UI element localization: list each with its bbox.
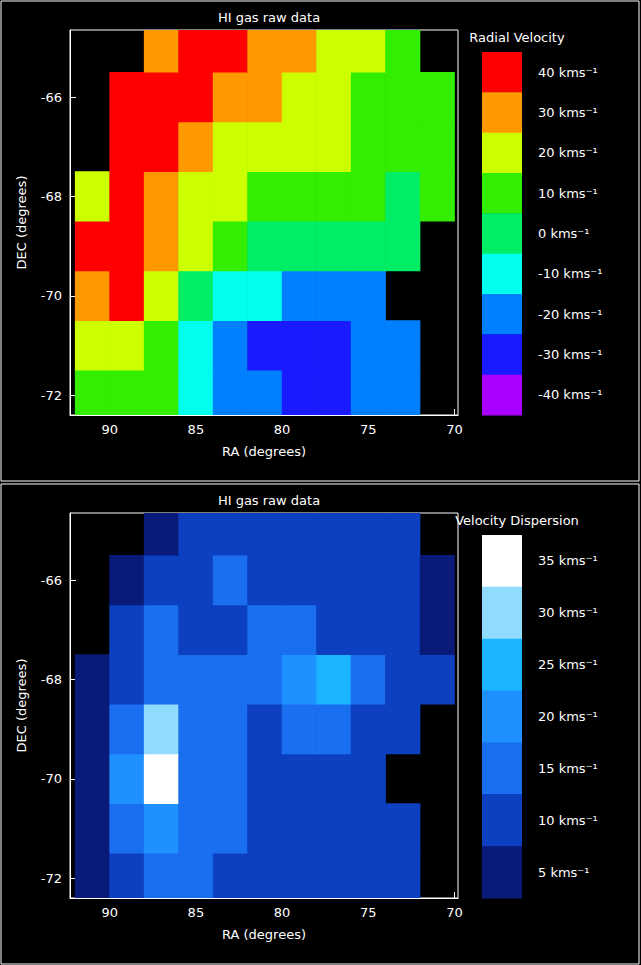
svg-text:20 kms⁻¹: 20 kms⁻¹ [538, 709, 598, 724]
svg-text:HI gas raw data: HI gas raw data [218, 10, 320, 25]
svg-text:10 kms⁻¹: 10 kms⁻¹ [538, 186, 598, 201]
svg-text:90: 90 [101, 422, 118, 437]
svg-text:DEC (degrees): DEC (degrees) [14, 659, 29, 753]
svg-text:-10 kms⁻¹: -10 kms⁻¹ [538, 266, 602, 281]
svg-text:-70: -70 [41, 771, 62, 786]
svg-text:Velocity Dispersion: Velocity Dispersion [455, 513, 579, 528]
svg-text:90: 90 [101, 905, 118, 920]
svg-text:20 kms⁻¹: 20 kms⁻¹ [538, 145, 598, 160]
svg-text:-68: -68 [41, 672, 62, 687]
svg-text:70: 70 [446, 422, 463, 437]
svg-text:70: 70 [446, 905, 463, 920]
svg-text:80: 80 [274, 905, 291, 920]
svg-text:85: 85 [188, 422, 205, 437]
svg-text:75: 75 [360, 422, 377, 437]
svg-text:85: 85 [188, 905, 205, 920]
svg-text:80: 80 [274, 422, 291, 437]
svg-text:15 kms⁻¹: 15 kms⁻¹ [538, 761, 598, 776]
svg-text:30 kms⁻¹: 30 kms⁻¹ [538, 105, 598, 120]
svg-text:HI gas raw data: HI gas raw data [218, 493, 320, 508]
svg-text:0 kms⁻¹: 0 kms⁻¹ [538, 226, 589, 241]
svg-text:-66: -66 [41, 90, 62, 105]
svg-text:-66: -66 [41, 573, 62, 588]
svg-text:-70: -70 [41, 288, 62, 303]
svg-text:Radial Velocity: Radial Velocity [469, 30, 565, 45]
svg-text:25 kms⁻¹: 25 kms⁻¹ [538, 657, 598, 672]
svg-text:-72: -72 [41, 871, 62, 886]
svg-text:5 kms⁻¹: 5 kms⁻¹ [538, 865, 589, 880]
svg-text:75: 75 [360, 905, 377, 920]
svg-text:35 kms⁻¹: 35 kms⁻¹ [538, 553, 598, 568]
svg-text:-20 kms⁻¹: -20 kms⁻¹ [538, 307, 602, 322]
svg-text:RA (degrees): RA (degrees) [222, 927, 306, 942]
svg-text:30 kms⁻¹: 30 kms⁻¹ [538, 605, 598, 620]
svg-text:10 kms⁻¹: 10 kms⁻¹ [538, 813, 598, 828]
svg-text:-72: -72 [41, 388, 62, 403]
svg-text:RA (degrees): RA (degrees) [222, 444, 306, 459]
svg-text:DEC (degrees): DEC (degrees) [14, 176, 29, 270]
svg-text:-40 kms⁻¹: -40 kms⁻¹ [538, 387, 602, 402]
svg-text:-30 kms⁻¹: -30 kms⁻¹ [538, 347, 602, 362]
svg-text:-68: -68 [41, 189, 62, 204]
svg-text:40 kms⁻¹: 40 kms⁻¹ [538, 65, 598, 80]
